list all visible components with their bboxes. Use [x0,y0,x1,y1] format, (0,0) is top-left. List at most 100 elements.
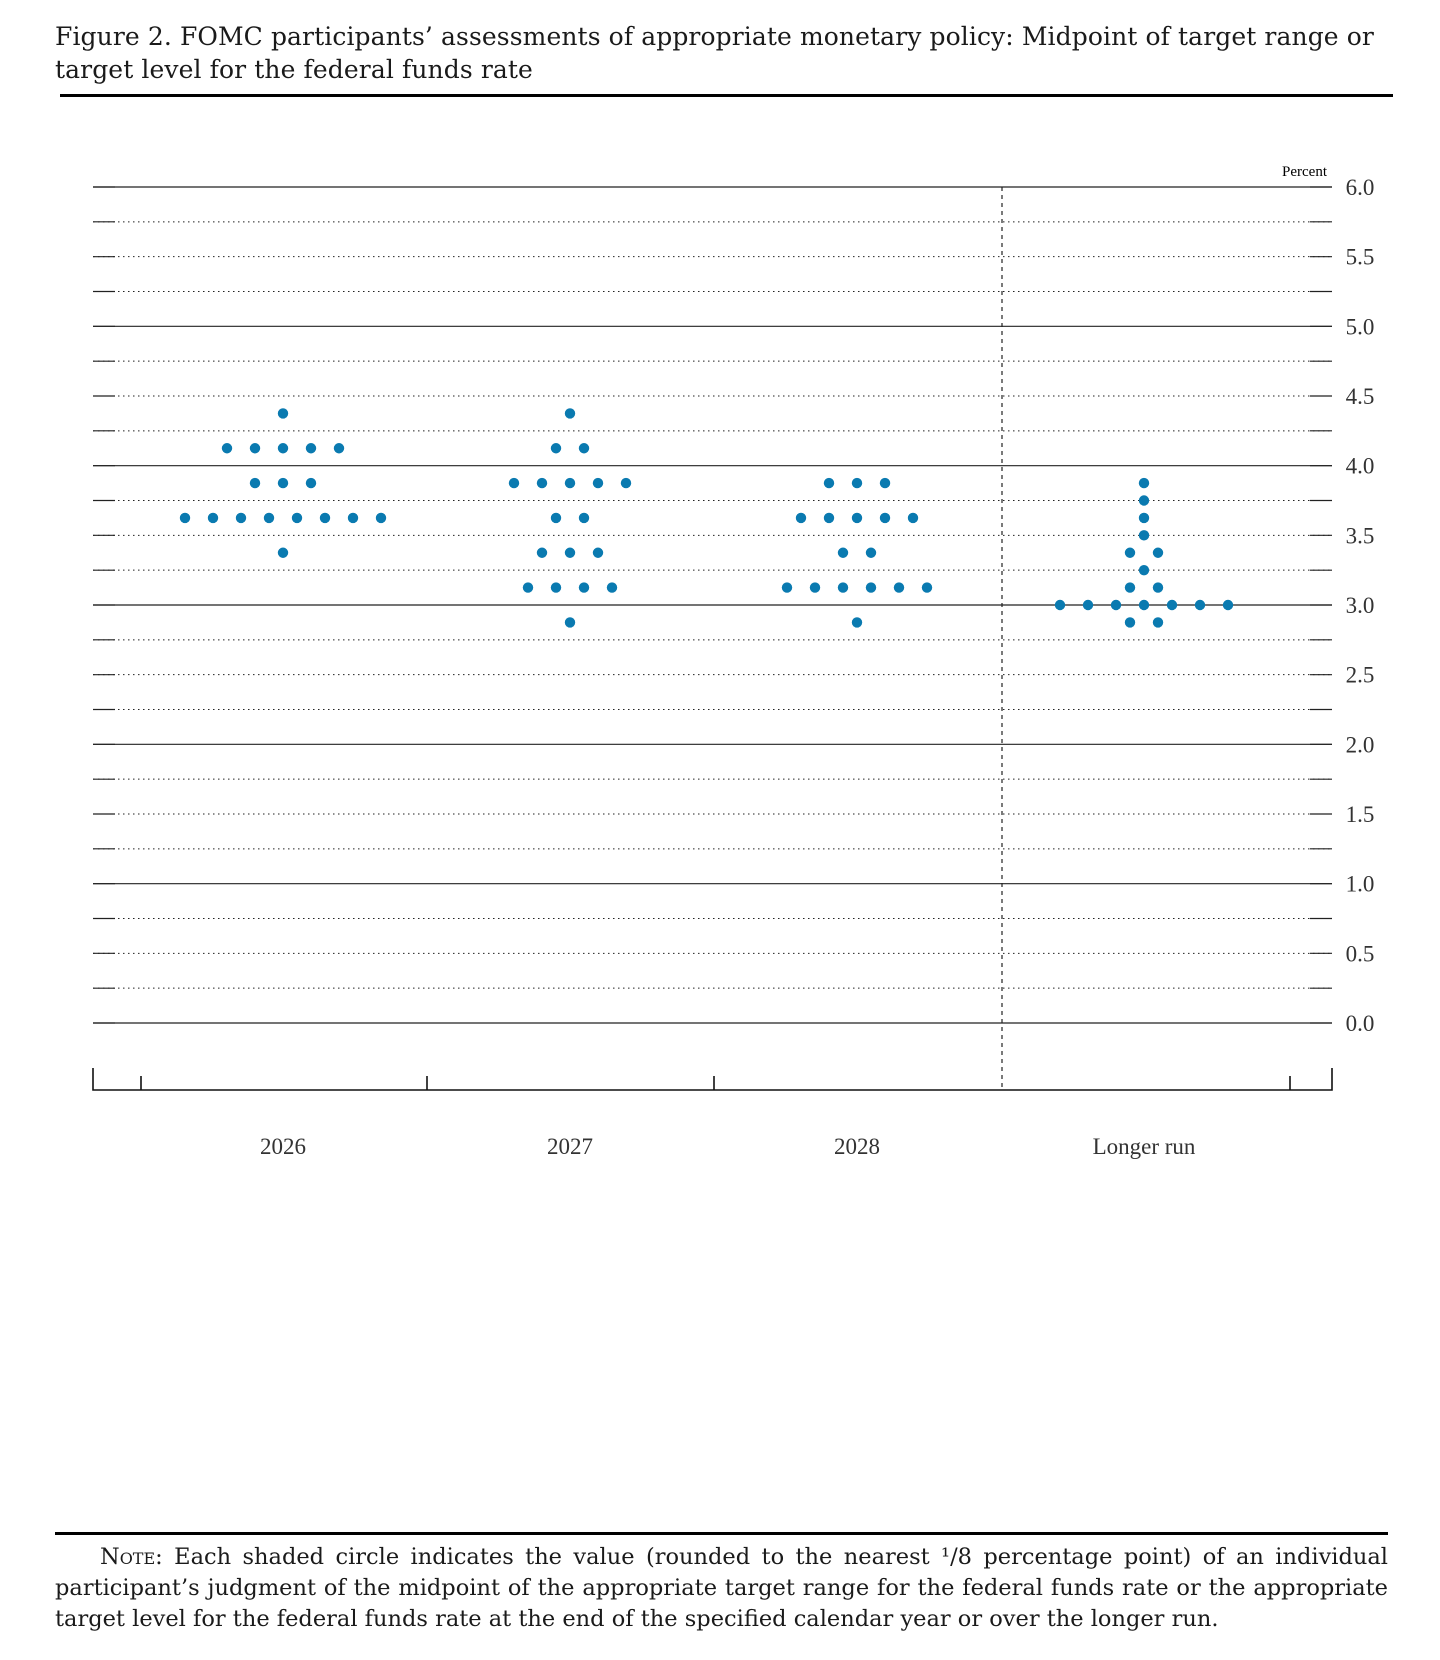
participant-dot [1138,477,1150,489]
participant-dot [578,443,590,454]
participant-dot [564,547,576,558]
participant-dot [592,547,604,558]
y-tick-label: 2.5 [1346,663,1375,688]
participant-dot [277,408,289,419]
dot-plot-chart: 0.0 0.5 1.0 1.5 2.0 2.5 3.0 3.5 4.0 4.5 5.0 5.5 6.0 2… [92,164,1375,1159]
participant-dot [1138,495,1150,506]
participant-dot [823,477,835,489]
y-tick-label: 0.5 [1346,941,1375,966]
y-tick-label: 2.0 [1346,732,1375,757]
participant-dot [1152,582,1164,593]
participant-dot [550,443,562,454]
participant-dot [865,582,877,593]
participant-dot [277,547,289,558]
y-tick-label: 6.0 [1346,175,1375,200]
participant-dot [1152,617,1164,628]
note-rule [55,1532,1388,1535]
y-tick-label: 4.0 [1346,454,1375,479]
participant-dot [249,477,261,489]
participant-dot [1222,599,1234,611]
participant-dot [305,477,317,489]
participant-dot [249,443,261,454]
figure-title: Figure 2. FOMC participants’ assessments… [55,22,1374,84]
participant-dot [564,477,576,489]
participant-dot [1152,547,1164,558]
participant-dot [606,582,618,593]
note-text: Each shaded circle indicates the value (… [55,1544,1388,1632]
participant-dot [837,582,849,593]
participant-dot [1124,547,1136,558]
participant-dot [809,582,821,593]
participant-dot [305,443,317,454]
y-tick-label: 1.5 [1346,802,1375,827]
participant-dot [1082,599,1094,611]
participant-dot [578,582,590,593]
participant-dot [851,477,863,489]
participant-dot [1138,512,1150,524]
dots [179,408,1234,628]
participant-dot [319,512,331,524]
note-lead: Note: [100,1544,163,1570]
participant-dot [179,512,191,524]
participant-dot [1138,599,1150,611]
participant-dot [921,582,933,593]
participant-dot [564,617,576,628]
participant-dot [823,512,835,524]
participant-dot [277,443,289,454]
participant-dot [879,512,891,524]
participant-dot [907,512,919,524]
participant-dot [375,512,387,524]
participant-dot [550,512,562,524]
participant-dot [291,512,303,524]
participant-dot [277,477,289,489]
participant-dot [263,512,275,524]
participant-dot [536,477,548,489]
y-tick-label: 4.5 [1346,384,1375,409]
participant-dot [508,477,520,489]
participant-dot [837,547,849,558]
participant-dot [865,547,877,558]
title-rule [60,94,1393,97]
y-tick-label: 3.0 [1346,593,1375,618]
x-category-label: 2028 [834,1134,880,1159]
participant-dot [592,477,604,489]
participant-dot [1166,599,1178,611]
participant-dot [235,512,247,524]
participant-dot [578,512,590,524]
participant-dot [1138,530,1150,541]
unit-label: Percent [1282,164,1328,180]
participant-dot [221,443,233,454]
x-category-label: 2027 [547,1134,593,1159]
participant-dot [347,512,359,524]
participant-dot [207,512,219,524]
participant-dot [879,477,891,489]
participant-dot [564,408,576,419]
participant-dot [550,582,562,593]
participant-dot [333,443,345,454]
participant-dot [851,512,863,524]
participant-dot [536,547,548,558]
y-tick-label: 1.0 [1346,872,1375,897]
grid-lines [93,186,1332,1024]
participant-dot [1138,564,1150,576]
x-axis [92,1068,1333,1091]
participant-dot [1110,599,1122,611]
participant-dot [522,582,534,593]
y-tick-label: 0.0 [1346,1011,1375,1036]
x-category-label: 2026 [260,1134,306,1159]
participant-dot [1124,582,1136,593]
figure-note: Note: Each shaded circle indicates the v… [55,1542,1388,1635]
participant-dot [893,582,905,593]
participant-dot [1054,599,1066,611]
axes: 0.0 0.5 1.0 1.5 2.0 2.5 3.0 3.5 4.0 4.5 5.0 5.5 6.0 2… [92,175,1375,1159]
participant-dot [1124,617,1136,628]
participant-dot [781,582,793,593]
participant-dot [1194,599,1206,611]
y-tick-label: 3.5 [1346,523,1375,548]
y-tick-label: 5.5 [1346,245,1375,270]
participant-dot [795,512,807,524]
participant-dot [620,477,632,489]
participant-dot [851,617,863,628]
y-tick-label: 5.0 [1346,314,1375,339]
x-category-label: Longer run [1093,1134,1196,1159]
